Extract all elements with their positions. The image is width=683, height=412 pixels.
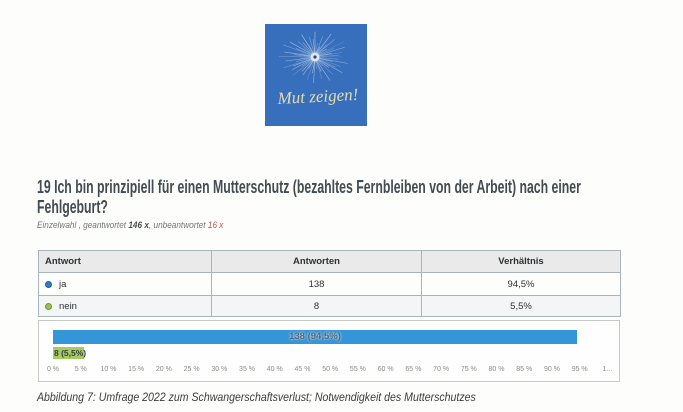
svg-text:Mut zeigen!: Mut zeigen! [276,85,359,108]
